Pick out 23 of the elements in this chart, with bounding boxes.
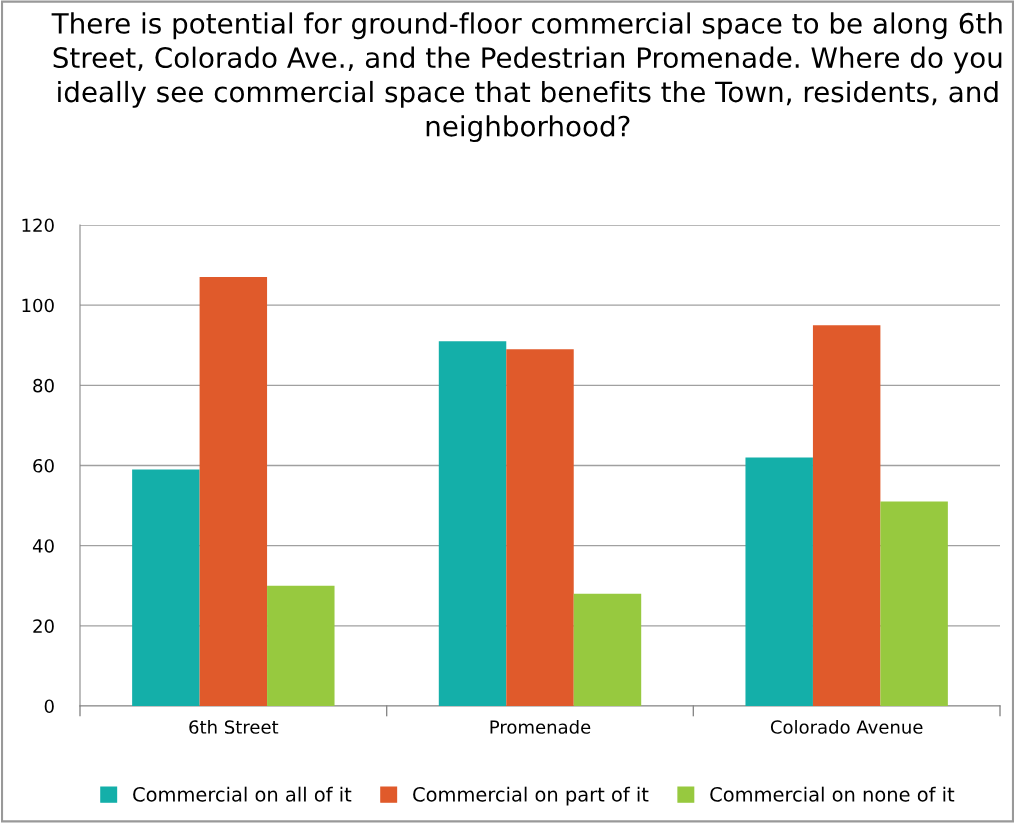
bar: [812, 325, 881, 706]
x-tick-label: Colorado Avenue: [770, 719, 923, 734]
bar: [132, 469, 200, 706]
chart-title: There is potential for ground-floor commercial space to be along 6th Street, Colorado Ave., and the Pedestrian Promenade. Where do you ideally see commercial space that benefits the Town, residents, and neighborhood?: [51, 12, 1002, 143]
bar: [267, 585, 335, 706]
y-tick-label: 0: [44, 699, 54, 714]
bar: [880, 501, 948, 706]
y-tick-label: 60: [33, 458, 54, 473]
y-tick-label: 120: [22, 218, 54, 233]
x-tick-label: Promenade: [490, 719, 591, 734]
bar: [506, 349, 574, 706]
bar: [199, 277, 268, 706]
y-tick-label: 100: [22, 298, 54, 313]
y-tick-label: 80: [33, 378, 54, 393]
y-tick-label: 20: [33, 619, 54, 633]
legend-label: Commercial on all of it: [133, 786, 352, 802]
bar: [438, 341, 507, 706]
bar: [745, 457, 813, 706]
y-tick-label: 40: [32, 539, 54, 553]
x-tick-label: 6th Street: [189, 719, 279, 734]
legend-label: Commercial on part of it: [413, 786, 649, 806]
legend-label: Commercial on none of it: [710, 786, 955, 802]
bar: [573, 593, 642, 706]
